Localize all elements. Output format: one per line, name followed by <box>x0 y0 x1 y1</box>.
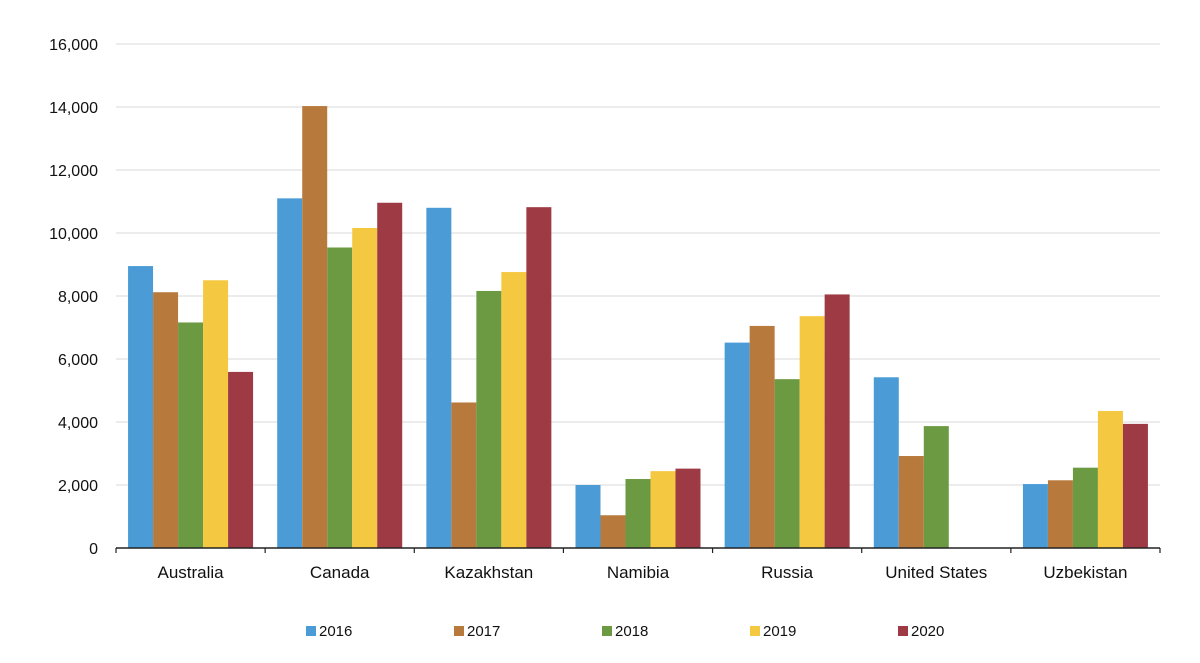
y-tick-label: 14,000 <box>49 100 98 117</box>
legend-swatch <box>602 626 612 636</box>
y-tick-label: 4,000 <box>58 415 98 432</box>
bar-2016-australia <box>128 266 154 548</box>
y-tick-label: 8,000 <box>58 289 98 306</box>
bar-2016-uzbekistan <box>1022 484 1048 548</box>
bar-2020-uzbekistan <box>1122 423 1148 548</box>
legend-label: 2017 <box>467 623 500 640</box>
y-tick-label: 12,000 <box>49 163 98 180</box>
bars <box>128 106 1148 549</box>
bar-2016-namibia <box>575 485 601 548</box>
bar-2017-namibia <box>600 515 626 548</box>
y-tick-label: 2,000 <box>58 478 98 495</box>
legend-label: 2019 <box>763 623 796 640</box>
bar-2019-canada <box>352 227 378 548</box>
bar-2018-russia <box>774 379 800 548</box>
bar-2016-kazakhstan <box>426 207 452 549</box>
bar-2017-canada <box>302 106 328 549</box>
bar-2018-namibia <box>625 479 651 548</box>
legend-swatch <box>750 626 760 636</box>
bar-2017-kazakhstan <box>451 402 477 548</box>
bar-2017-australia <box>153 292 179 548</box>
x-category-label: Australia <box>158 563 225 582</box>
legend-swatch <box>898 626 908 636</box>
x-category-label: Canada <box>310 563 370 582</box>
bar-2016-canada <box>277 198 303 548</box>
legend: 2016 2017 2018 2019 2020 <box>306 623 944 640</box>
legend-swatch <box>306 626 316 636</box>
bar-2018-united-states <box>923 426 949 548</box>
bar-2020-canada <box>377 202 403 548</box>
bar-2017-united-states <box>898 456 924 548</box>
y-tick-label: 16,000 <box>49 37 98 54</box>
bar-2018-uzbekistan <box>1072 467 1098 548</box>
bar-2019-australia <box>203 280 229 548</box>
bar-2020-australia <box>228 371 254 548</box>
x-category-label: Russia <box>761 563 814 582</box>
legend-label: 2018 <box>615 623 648 640</box>
axes: 0 2,000 4,000 6,000 8,000 10,000 12,000 14,000 1… <box>49 37 1161 582</box>
bar-2019-uzbekistan <box>1097 410 1123 548</box>
bar-2017-russia <box>749 325 775 548</box>
bar-2020-namibia <box>675 468 701 548</box>
bar-2018-australia <box>178 322 204 548</box>
x-category-label: Namibia <box>607 563 670 582</box>
gridlines <box>116 43 1160 486</box>
legend-label: 2016 <box>319 623 352 640</box>
y-tick-label: 10,000 <box>49 226 98 243</box>
bar-2019-russia <box>799 316 825 548</box>
x-category-label: Kazakhstan <box>444 563 533 582</box>
bar-2019-kazakhstan <box>501 272 527 548</box>
legend-swatch <box>454 626 464 636</box>
x-category-label: Uzbekistan <box>1043 563 1127 582</box>
bar-2020-russia <box>824 294 850 548</box>
y-tick-label: 0 <box>89 541 98 558</box>
bar-2020-kazakhstan <box>526 207 552 549</box>
bar-2017-uzbekistan <box>1047 480 1073 548</box>
x-category-label: United States <box>885 563 987 582</box>
y-tick-label: 6,000 <box>58 352 98 369</box>
bar-2018-kazakhstan <box>476 290 502 548</box>
legend-label: 2020 <box>911 623 944 640</box>
bar-2018-canada <box>327 247 353 549</box>
bar-2019-namibia <box>650 471 676 548</box>
bar-2016-united-states <box>873 377 899 548</box>
bar-2016-russia <box>724 342 750 548</box>
